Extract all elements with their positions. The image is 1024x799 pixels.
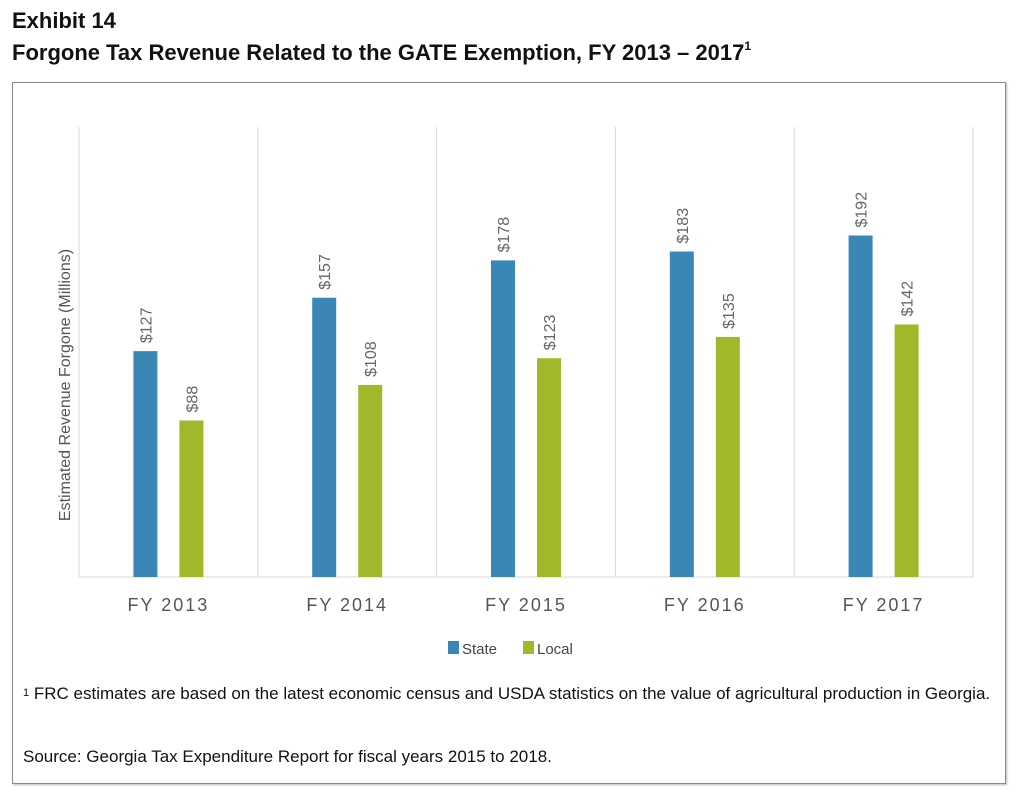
data-label-state: $127 [138,307,155,343]
data-label-local: $123 [542,315,559,351]
x-tick-label: FY 2014 [306,595,388,615]
y-axis-label: Estimated Revenue Forgone (Millions) [57,249,74,521]
data-label-state: $192 [854,192,871,228]
legend-swatch-state [448,641,459,654]
bar-local [179,420,204,577]
x-tick-label: FY 2016 [664,595,746,615]
grid-lines [78,127,974,578]
legend: State Local [448,641,573,658]
legend-label-local: Local [537,641,573,658]
data-label-local: $88 [184,386,201,413]
footnote: 1 FRC estimates are based on the latest … [23,683,1003,705]
x-tick-label: FY 2015 [485,595,567,615]
title-footnote-mark: 1 [744,38,752,53]
bar-state [669,251,694,578]
legend-label-state: State [462,641,497,658]
bar-state [312,297,337,577]
legend-swatch-local [523,641,534,654]
data-label-state: $178 [496,217,513,253]
data-label-state: $157 [317,254,334,290]
data-labels: $127 $88 $157 $108 $178 $123 $183 $135 $192 $142 [138,192,916,413]
chart-title: Forgone Tax Revenue Related to the GATE … [12,38,752,66]
bar-state [848,235,873,577]
footnote-mark: 1 [23,687,30,699]
bar-local [358,384,383,577]
source-note: Source: Georgia Tax Expenditure Report f… [23,747,552,766]
bar-state [133,351,158,577]
data-label-local: $108 [363,341,380,377]
footnote-text: FRC estimates are based on the latest ec… [33,684,991,703]
bar-state [491,260,515,577]
data-label-local: $135 [721,293,738,329]
x-tick-label: FY 2017 [843,595,925,615]
bar-local [894,324,919,577]
x-tick-label: FY 2013 [128,595,210,615]
exhibit-label: Exhibit 14 [12,8,116,33]
bars [133,235,919,578]
bar-local [715,336,740,577]
data-label-local: $142 [900,281,917,317]
data-label-state: $183 [675,208,692,244]
bar-local [537,358,561,577]
chart-title-text: Forgone Tax Revenue Related to the GATE … [12,40,745,65]
x-tick-labels: FY 2013 FY 2014 FY 2015 FY 2016 FY 2017 [128,595,925,615]
